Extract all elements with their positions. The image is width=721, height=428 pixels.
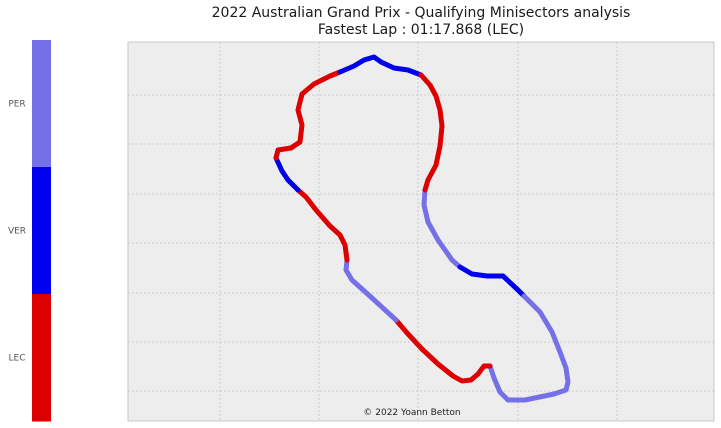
chart-title: 2022 Australian Grand Prix - Qualifying … <box>211 5 631 21</box>
legend-swatch-ver <box>32 167 51 295</box>
legend-swatch-per <box>32 40 51 168</box>
track-segment-5 <box>393 317 425 352</box>
legend-label-lec: LEC <box>9 354 26 364</box>
track-segment-11 <box>337 54 424 78</box>
chart-subtitle: Fastest Lap : 01:17.868 (LEC) <box>317 22 525 38</box>
plot-area <box>127 41 715 422</box>
track-segment-8 <box>273 155 301 193</box>
track-segment-7 <box>295 187 350 263</box>
track-segment-4 <box>419 346 493 384</box>
legend-label-ver: VER <box>8 227 26 237</box>
track-segment-9 <box>273 145 294 161</box>
grid-lines <box>128 42 714 421</box>
track-map <box>273 54 571 403</box>
legend-colorbar: PER VER LEC <box>8 40 51 422</box>
track-segment-1 <box>421 187 463 270</box>
track-segment-6 <box>343 257 399 323</box>
track-segment-12 <box>418 72 445 193</box>
track-segment-10 <box>288 69 343 151</box>
track-segment-2 <box>457 264 527 299</box>
credit-text: © 2022 Yoann Betton <box>363 408 460 418</box>
track-segment-3 <box>487 293 571 403</box>
legend-label-per: PER <box>8 100 25 110</box>
legend-swatch-lec <box>32 294 51 422</box>
